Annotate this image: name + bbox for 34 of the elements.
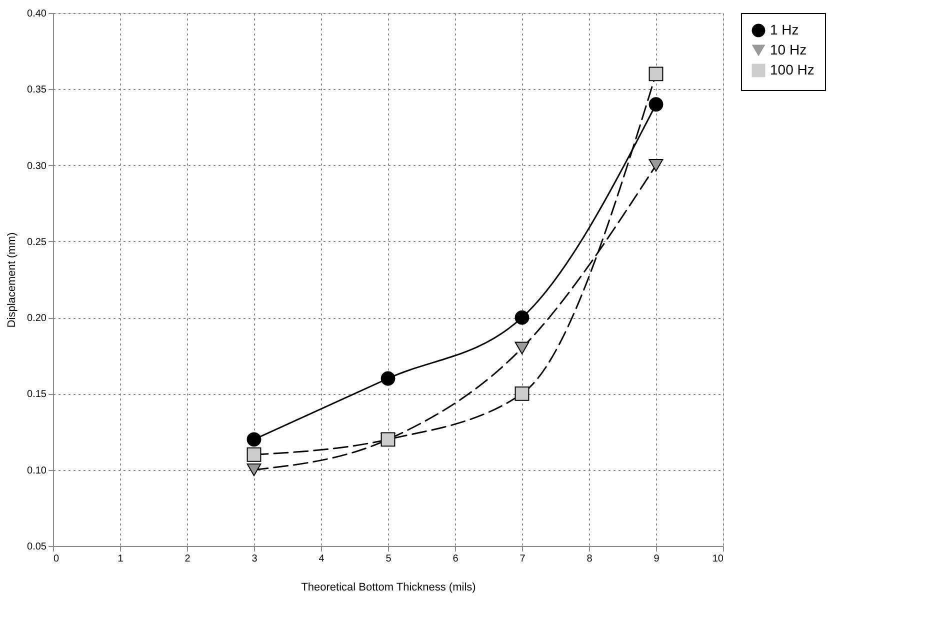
point bbox=[246, 464, 262, 476]
y-tick-label: 0.35 bbox=[27, 84, 47, 96]
y-tick-label: 0.15 bbox=[27, 389, 47, 400]
point bbox=[246, 447, 262, 462]
x-tick-label: 2 bbox=[184, 554, 191, 564]
point bbox=[514, 386, 530, 401]
y-tick-label: 0.10 bbox=[27, 465, 47, 476]
point bbox=[648, 158, 664, 172]
point bbox=[648, 66, 664, 82]
y-tick-label: 0.30 bbox=[27, 160, 47, 172]
x-tick-label: 6 bbox=[452, 554, 459, 564]
y-tick-label: 0.20 bbox=[27, 313, 47, 324]
legend-label: 1 Hz bbox=[770, 22, 799, 38]
y-axis-title: Displacement (mm) bbox=[6, 232, 18, 328]
legend-label: 100 Hz bbox=[770, 62, 814, 78]
y-tick-label: 0.25 bbox=[27, 236, 47, 248]
x-tick-label: 1 bbox=[118, 554, 124, 564]
x-tick-label: 10 bbox=[712, 554, 724, 564]
point bbox=[380, 371, 396, 386]
x-tick-label: 8 bbox=[586, 554, 593, 564]
x-tick-label: 4 bbox=[318, 554, 325, 564]
x-tick-label: 5 bbox=[386, 554, 392, 564]
legend-label: 10 Hz bbox=[770, 42, 807, 58]
point bbox=[514, 310, 530, 325]
y-tick-label: 0.40 bbox=[27, 8, 47, 20]
x-tick-label: 7 bbox=[520, 554, 526, 564]
x-tick-label: 9 bbox=[654, 554, 660, 564]
point bbox=[648, 97, 664, 112]
point bbox=[514, 342, 530, 354]
x-tick-label: 3 bbox=[252, 554, 258, 564]
point bbox=[246, 432, 262, 447]
x-tick-label: 0 bbox=[54, 554, 60, 564]
x-axis-title: Theoretical Bottom Thickness (mils) bbox=[301, 582, 476, 594]
y-tick-label: 0.05 bbox=[27, 542, 47, 552]
